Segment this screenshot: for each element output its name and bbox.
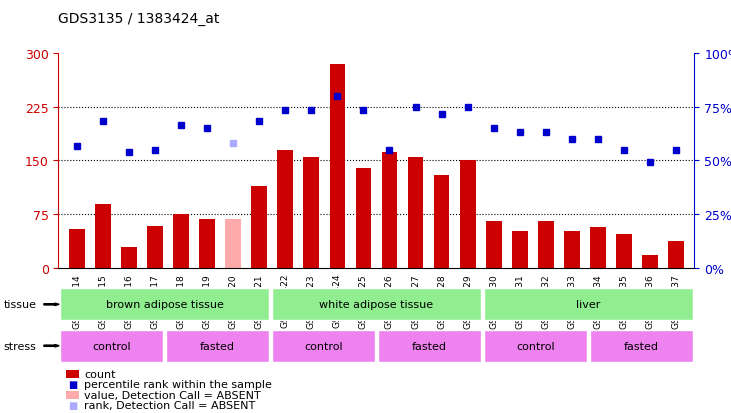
Text: brown adipose tissue: brown adipose tissue	[105, 299, 224, 310]
FancyBboxPatch shape	[590, 330, 693, 362]
Text: white adipose tissue: white adipose tissue	[319, 299, 433, 310]
Bar	[408, 157, 423, 268]
Text: tissue: tissue	[4, 299, 37, 310]
Text: GDS3135 / 1383424_at: GDS3135 / 1383424_at	[58, 12, 220, 26]
Bar	[512, 231, 528, 268]
Text: fasted: fasted	[200, 341, 235, 351]
Bar	[433, 176, 450, 268]
Bar	[147, 227, 163, 268]
Bar	[538, 222, 553, 268]
Bar	[95, 204, 110, 268]
Bar	[251, 186, 267, 268]
Text: liver: liver	[576, 299, 601, 310]
Bar	[564, 231, 580, 268]
Text: count: count	[84, 369, 115, 379]
Bar	[643, 256, 658, 268]
Bar	[303, 157, 319, 268]
Bar	[355, 168, 371, 268]
FancyBboxPatch shape	[378, 330, 481, 362]
Text: rank, Detection Call = ABSENT: rank, Detection Call = ABSENT	[84, 400, 255, 410]
FancyBboxPatch shape	[166, 330, 269, 362]
Bar	[278, 150, 293, 268]
FancyBboxPatch shape	[484, 330, 587, 362]
Bar	[590, 228, 606, 268]
Bar	[668, 241, 684, 268]
Bar	[225, 220, 241, 268]
Bar	[486, 222, 501, 268]
Bar	[616, 234, 632, 268]
Text: value, Detection Call = ABSENT: value, Detection Call = ABSENT	[84, 390, 261, 400]
Bar	[69, 229, 85, 268]
Text: ■: ■	[68, 380, 77, 389]
FancyBboxPatch shape	[272, 330, 375, 362]
FancyBboxPatch shape	[60, 289, 269, 320]
Text: control: control	[304, 341, 343, 351]
Bar	[382, 152, 398, 268]
Text: control: control	[516, 341, 555, 351]
Bar	[173, 215, 189, 268]
FancyBboxPatch shape	[484, 289, 693, 320]
Bar	[121, 247, 137, 268]
Text: fasted: fasted	[624, 341, 659, 351]
Text: stress: stress	[4, 341, 37, 351]
Text: fasted: fasted	[412, 341, 447, 351]
Text: ■: ■	[68, 400, 77, 410]
Bar	[460, 161, 475, 268]
Bar	[200, 220, 215, 268]
Text: percentile rank within the sample: percentile rank within the sample	[84, 380, 272, 389]
Bar	[330, 64, 345, 268]
FancyBboxPatch shape	[60, 330, 163, 362]
FancyBboxPatch shape	[272, 289, 481, 320]
Text: control: control	[92, 341, 131, 351]
